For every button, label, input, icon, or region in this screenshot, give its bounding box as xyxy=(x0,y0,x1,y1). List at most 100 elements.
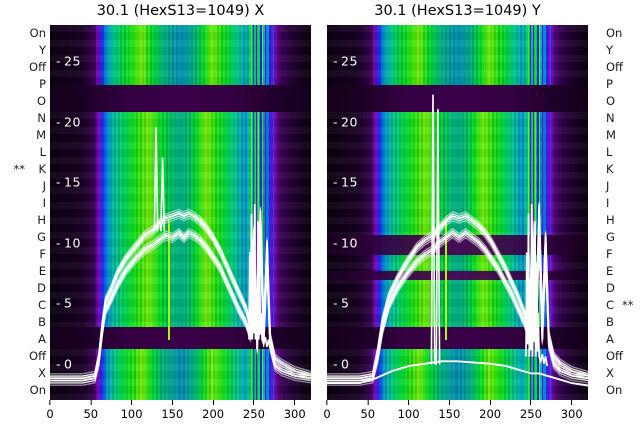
y-tick-label: -20 xyxy=(333,114,358,130)
heatmap-band xyxy=(50,327,311,350)
x-tick: 300 xyxy=(561,400,583,421)
channel-label-right-g[interactable]: G xyxy=(606,230,615,244)
heatmap-dark-stripe xyxy=(327,235,588,255)
trace-trace-right-baseline xyxy=(327,360,588,387)
x-axis: 0 50 100 150 200 250 300 xyxy=(46,400,311,438)
trace-trace-right-spike-a xyxy=(430,94,436,365)
trace-ghost xyxy=(327,234,588,386)
channel-label-left-p[interactable]: P xyxy=(39,77,46,91)
x-tick: 100 xyxy=(398,400,420,421)
channel-label-right-x[interactable]: X xyxy=(606,366,614,380)
y-tick-label: -20 xyxy=(56,114,81,130)
x-tick: 200 xyxy=(202,400,224,421)
heatmap-panel-right[interactable]: -25 -20 -15 -10 -5 -0 xyxy=(327,25,588,400)
y-tick-label: -0 xyxy=(56,356,73,372)
channel-label-right-p[interactable]: P xyxy=(606,77,613,91)
channel-label-right-off[interactable]: Off xyxy=(606,60,623,74)
channel-label-right-f[interactable]: F xyxy=(606,247,613,261)
x-axis: 0 50 100 150 200 250 300 xyxy=(323,400,588,438)
channel-label-left-j[interactable]: J xyxy=(42,179,46,193)
y-tick-label: -5 xyxy=(56,295,73,311)
y-tick-label: -25 xyxy=(333,53,358,69)
y-tick-label: -15 xyxy=(333,174,358,190)
channel-label-right-i[interactable]: I xyxy=(606,196,610,210)
channel-label-right-e[interactable]: E xyxy=(606,264,614,278)
channel-label-left-k[interactable]: K xyxy=(38,162,46,176)
channel-label-right-b[interactable]: B xyxy=(606,315,614,329)
y-tick-label: -10 xyxy=(56,235,81,251)
x-tick: 50 xyxy=(360,400,375,421)
x-tick: 150 xyxy=(438,400,460,421)
trace-spike-cluster xyxy=(248,203,272,350)
trace-overlay xyxy=(327,94,588,387)
x-tick: 250 xyxy=(520,400,542,421)
x-tick: 50 xyxy=(83,400,98,421)
channel-label-left-l[interactable]: L xyxy=(39,145,46,159)
channel-label-right-k[interactable]: K xyxy=(606,162,614,176)
channel-label-left-off[interactable]: Off xyxy=(29,349,46,363)
x-tick: 300 xyxy=(284,400,306,421)
channel-label-left-d[interactable]: D xyxy=(37,281,46,295)
heatmap-band xyxy=(50,85,311,113)
marker-line xyxy=(168,218,170,340)
channel-label-left-c[interactable]: C xyxy=(37,298,46,312)
y-tick-label: -0 xyxy=(333,356,350,372)
channel-label-right-c[interactable]: C xyxy=(606,298,615,312)
trace-trace-left-spike-a xyxy=(153,127,159,232)
trace-ghost xyxy=(327,225,588,377)
y-tick-label: -15 xyxy=(56,174,81,190)
trace-ghost xyxy=(50,234,311,384)
channel-label-left-on[interactable]: On xyxy=(29,383,46,397)
y-tick-label: -25 xyxy=(56,53,81,69)
trace-overlay xyxy=(50,127,311,386)
channel-label-right-off[interactable]: Off xyxy=(606,349,623,363)
x-tick: 0 xyxy=(46,400,54,421)
panel-title-right: 30.1 (HexS13=1049) Y xyxy=(374,3,541,19)
channel-label-left-e[interactable]: E xyxy=(38,264,46,278)
channel-label-left-y[interactable]: Y xyxy=(38,43,46,57)
channel-label-right-o[interactable]: O xyxy=(606,94,616,108)
trace-ghost xyxy=(50,237,311,386)
channel-label-right-l[interactable]: L xyxy=(606,145,613,159)
channel-label-left-x[interactable]: X xyxy=(38,366,46,380)
heatmap-panel-left[interactable]: -25 -20 -15 -10 -5 -0 xyxy=(50,25,311,400)
marker-asterisk-right: ** xyxy=(622,298,634,312)
x-tick: 100 xyxy=(121,400,143,421)
channel-label-right-d[interactable]: D xyxy=(606,281,615,295)
channel-label-left-off[interactable]: Off xyxy=(29,60,46,74)
channel-label-left-i[interactable]: I xyxy=(42,196,46,210)
trace-trace-right-spike-b xyxy=(435,108,441,365)
y-tick-label: -10 xyxy=(333,235,358,251)
channel-label-right-h[interactable]: H xyxy=(606,213,615,227)
channel-label-left-h[interactable]: H xyxy=(37,213,46,227)
heatmap-band xyxy=(327,327,588,350)
trace-ghost xyxy=(327,227,588,380)
channel-label-right-on[interactable]: On xyxy=(606,383,623,397)
channel-label-left-n[interactable]: N xyxy=(37,111,46,125)
channel-label-left-m[interactable]: M xyxy=(36,128,46,142)
heatmap-band xyxy=(327,85,588,113)
heatmap-dark-stripe xyxy=(327,270,588,281)
channel-label-right-m[interactable]: M xyxy=(606,128,616,142)
channel-label-left-on[interactable]: On xyxy=(29,26,46,40)
marker-line xyxy=(445,218,447,340)
channel-label-right-y[interactable]: Y xyxy=(606,43,614,57)
channel-label-left-f[interactable]: F xyxy=(39,247,46,261)
channel-label-left-o[interactable]: O xyxy=(36,94,46,108)
channel-label-right-n[interactable]: N xyxy=(606,111,615,125)
marker-asterisk-left: ** xyxy=(13,162,26,176)
y-tick-label: -5 xyxy=(333,295,350,311)
channel-label-left-b[interactable]: B xyxy=(38,315,46,329)
heatmap-band xyxy=(327,25,588,86)
channel-label-right-a[interactable]: A xyxy=(606,332,614,346)
trace-trace-left-spike-b xyxy=(160,157,165,232)
channel-label-right-j[interactable]: J xyxy=(606,179,610,193)
heatmap-band xyxy=(50,25,311,86)
channel-label-right-on[interactable]: On xyxy=(606,26,623,40)
panel-title-left: 30.1 (HexS13=1049) X xyxy=(96,3,265,19)
x-tick: 150 xyxy=(161,400,183,421)
channel-label-left-a[interactable]: A xyxy=(38,332,46,346)
x-tick: 250 xyxy=(243,400,265,421)
channel-label-left-g[interactable]: G xyxy=(37,230,46,244)
